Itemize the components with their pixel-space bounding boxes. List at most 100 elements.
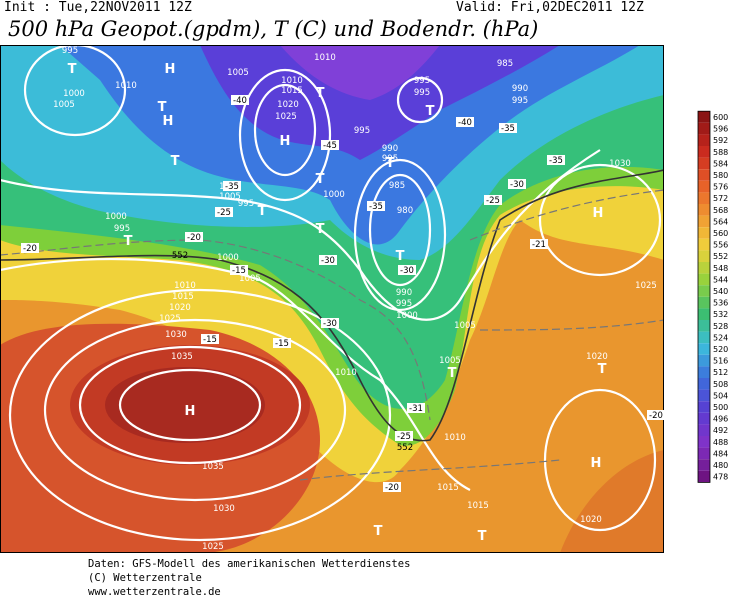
- isobar-label: 995: [114, 224, 130, 234]
- colorbar-cell: [698, 111, 710, 123]
- label-box: [215, 207, 233, 217]
- label-box: [319, 255, 337, 265]
- colorbar-label: 572: [713, 194, 728, 203]
- pressure-center: T: [68, 62, 77, 77]
- colorbar-label: 564: [713, 217, 728, 226]
- label-box: [231, 95, 249, 105]
- colorbar-label: 484: [713, 449, 728, 458]
- isobar-label: 1010: [281, 76, 303, 86]
- init-time: Init : Tue,22NOV2011 12Z: [4, 0, 192, 15]
- label-box: [185, 232, 203, 242]
- colorbar-cell: [698, 459, 710, 471]
- isobar-label: 1010: [219, 182, 241, 192]
- colorbar-cell: [698, 412, 710, 425]
- pressure-center: T: [396, 249, 405, 264]
- label-box: [230, 265, 248, 275]
- label-box: [321, 140, 339, 150]
- colorbar-cell: [698, 424, 710, 436]
- isobar-label: 995: [414, 76, 430, 86]
- temperature-label: -20: [385, 483, 399, 493]
- isobar-label: 1020: [169, 303, 191, 313]
- isobar-label: 1010: [444, 433, 466, 443]
- temperature-label: -30: [321, 256, 335, 266]
- colorbar-label: 524: [713, 333, 728, 342]
- isobar-label: 1025: [159, 314, 181, 324]
- isobar-label: 1010: [115, 81, 137, 91]
- colorbar-cell: [698, 401, 710, 413]
- isobar-label: 1015: [281, 86, 303, 96]
- isobar-label: 1005: [439, 356, 461, 366]
- pressure-center: T: [124, 234, 133, 249]
- label-box: [547, 155, 565, 165]
- isobar-label: 980: [397, 206, 413, 216]
- isobar-label: 1025: [635, 281, 657, 291]
- isobar-label: 1025: [202, 542, 224, 552]
- isobar-label: 985: [497, 59, 513, 69]
- label-box: [21, 243, 39, 253]
- colorbar-label: 576: [713, 183, 728, 192]
- colorbar-label: 532: [713, 310, 728, 319]
- temperature-label: -20: [187, 233, 201, 243]
- temperature-label: -40: [458, 118, 472, 128]
- temperature-label: -35: [369, 202, 383, 212]
- colorbar-label: 500: [713, 403, 728, 412]
- temperature-label: -21: [532, 240, 546, 250]
- isobar-label: 990: [382, 144, 398, 154]
- pressure-center: H: [185, 404, 196, 419]
- map-frame: [0, 45, 664, 553]
- colorbar-label: 540: [713, 287, 728, 296]
- colorbar-cell: [698, 366, 710, 378]
- colorbar-cell: [698, 308, 710, 320]
- colorbar-label: 588: [713, 148, 728, 157]
- isobar-label: 552: [397, 443, 413, 453]
- colorbar-label: 580: [713, 171, 728, 180]
- pressure-center: T: [316, 222, 325, 237]
- colorbar-cell: [698, 122, 710, 135]
- colorbar-cell: [698, 285, 710, 297]
- isobar-label: 1020: [586, 352, 608, 362]
- colorbar-label: 568: [713, 206, 728, 215]
- colorbar-cell: [698, 436, 710, 448]
- colorbar-label: 496: [713, 415, 728, 424]
- temperature-label: -25: [217, 208, 231, 218]
- pressure-center: T: [448, 366, 457, 381]
- colorbar-cell: [698, 238, 710, 251]
- temperature-label: -20: [23, 244, 37, 254]
- isobar-label: 1025: [275, 112, 297, 122]
- colorbar-cell: [698, 354, 710, 367]
- colorbar-cell: [698, 169, 710, 181]
- label-box: [484, 195, 502, 205]
- colorbar-label: 528: [713, 322, 728, 331]
- isobar-label: 1000: [217, 253, 239, 263]
- label-box: [223, 181, 241, 191]
- isobar-label: 1020: [580, 515, 602, 525]
- pressure-center: H: [591, 456, 602, 471]
- isotherms: [0, 189, 664, 481]
- isobar-label: 1000: [323, 190, 345, 200]
- isobar-label: 995: [512, 96, 528, 106]
- colorbar-label: 592: [713, 136, 728, 145]
- label-box: [395, 431, 413, 441]
- label-box: [456, 117, 474, 127]
- pressure-center: T: [386, 156, 395, 171]
- isobar-label: 995: [354, 126, 370, 136]
- label-box: [321, 318, 339, 328]
- valid-time: Valid: Fri,02DEC2011 12Z: [456, 0, 644, 15]
- colorbar-label: 492: [713, 426, 728, 435]
- temperature-label: -15: [275, 339, 289, 349]
- label-box: [407, 403, 425, 413]
- isobar-label: 1020: [277, 100, 299, 110]
- isobar-label: 552: [172, 251, 188, 261]
- isobar-label: 995: [396, 299, 412, 309]
- colorbar-label: 584: [713, 159, 728, 168]
- temperature-label: -15: [232, 266, 246, 276]
- isobar-label: 1000: [396, 311, 418, 321]
- label-box: [201, 334, 219, 344]
- label-box: [530, 239, 548, 249]
- map-field: [0, 45, 664, 553]
- label-box: [647, 410, 665, 420]
- colorbar-frame: [697, 110, 711, 483]
- temperature-label: -31: [409, 404, 423, 414]
- pressure-center: H: [163, 114, 174, 129]
